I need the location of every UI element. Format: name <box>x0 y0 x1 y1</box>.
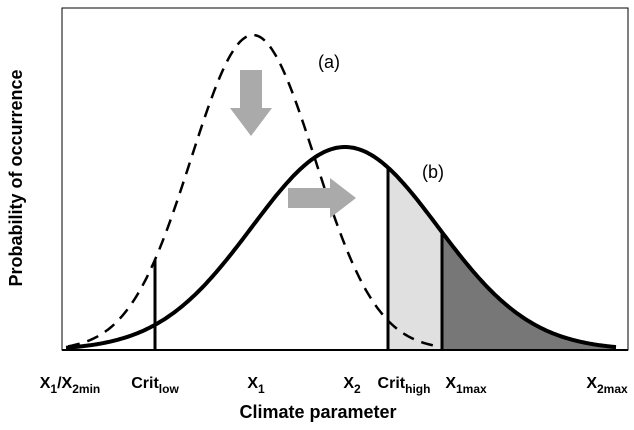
label-text: X <box>40 375 51 392</box>
x-label: X1/X2min <box>40 375 101 396</box>
arrow-right <box>288 178 356 218</box>
subscript: high <box>405 382 430 396</box>
y-axis-title: Probability of occurrence <box>6 69 26 286</box>
label-text: X <box>586 375 597 392</box>
x-labels: X1/X2min Critlow X1 X2 Crithigh X1max X2max <box>40 375 628 396</box>
curve-b <box>65 145 617 350</box>
x-label: X2 <box>343 375 361 396</box>
curve-a <box>67 33 441 348</box>
label-text: Crit <box>131 375 159 392</box>
label-text: Crit <box>378 375 406 392</box>
x-axis-title: Climate parameter <box>239 402 396 422</box>
label-text: /X <box>57 375 72 392</box>
subscript: 1 <box>50 382 57 396</box>
shade-light <box>388 167 442 350</box>
x-label: X2max <box>586 375 628 396</box>
shade-dark <box>442 232 616 350</box>
label-b: (b) <box>422 162 444 182</box>
frame <box>61 7 629 351</box>
label-text: X <box>445 375 456 392</box>
label-text: X <box>247 375 258 392</box>
crit-lines <box>153 167 444 350</box>
subscript: 2max <box>597 382 628 396</box>
x-label: X1max <box>445 375 487 396</box>
subscript: 2 <box>354 382 361 396</box>
subscript: 1max <box>456 382 487 396</box>
subscript: 2min <box>72 382 100 396</box>
x-label: X1 <box>247 375 265 396</box>
x-label: Crithigh <box>378 375 431 396</box>
label-a: (a) <box>318 52 340 72</box>
arrow-down <box>230 70 272 136</box>
subscript: 1 <box>258 382 265 396</box>
subscript: low <box>159 382 180 396</box>
x-label: Critlow <box>131 375 179 396</box>
label-text: X <box>343 375 354 392</box>
